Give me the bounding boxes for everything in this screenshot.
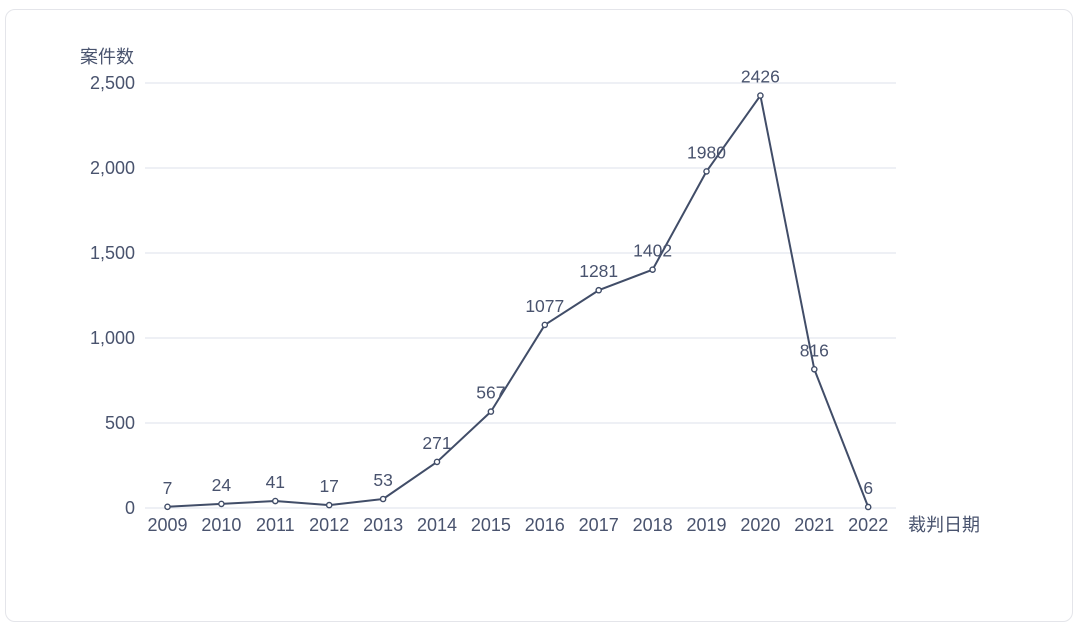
data-label: 1980 [687, 142, 726, 162]
x-tick-label: 2015 [471, 515, 511, 535]
data-point-marker [595, 286, 603, 294]
x-tick-label: 2012 [309, 515, 349, 535]
data-label: 41 [266, 472, 285, 492]
series-line [166, 94, 870, 508]
data-point-marker [811, 365, 818, 373]
y-tick-label: 1,500 [90, 243, 135, 263]
data-point-marker [218, 500, 225, 508]
data-point-marker [379, 495, 387, 503]
series-polyline [166, 94, 870, 508]
x-tick-label: 2009 [147, 515, 187, 535]
x-tick-label: 2017 [579, 515, 619, 535]
data-point-marker [864, 503, 872, 511]
y-axis-title: 案件数 [80, 47, 134, 67]
x-tick-label: 2010 [201, 515, 241, 535]
chart-card [5, 9, 1073, 622]
y-axis-tick-labels: 0 500 1,000 1,500 2,000 2,500 [90, 73, 135, 518]
x-tick-label: 2020 [740, 515, 780, 535]
data-point-marker [325, 501, 333, 509]
data-label: 1281 [579, 261, 618, 281]
data-point-marker [433, 458, 441, 466]
data-point-marker [541, 321, 549, 329]
x-tick-label: 2016 [525, 515, 565, 535]
data-point-marker [487, 408, 495, 415]
gridlines [145, 82, 896, 509]
x-axis-title: 裁判日期 [908, 515, 980, 535]
x-axis-tick-labels: 2009 2010 2011 2012 2013 2014 2015 2016 2017 2018… [147, 515, 888, 535]
data-label: 17 [319, 476, 338, 496]
y-tick-label: 2,500 [90, 73, 135, 93]
data-point-markers [164, 92, 872, 511]
x-tick-label: 2018 [633, 515, 673, 535]
data-label: 53 [373, 470, 392, 490]
y-tick-label: 0 [125, 498, 135, 518]
x-tick-label: 2013 [363, 515, 403, 535]
data-label: 24 [212, 475, 232, 495]
data-label: 1402 [633, 241, 672, 261]
x-tick-label: 2021 [794, 515, 834, 535]
y-tick-label: 2,000 [90, 158, 135, 178]
data-label: 567 [476, 383, 505, 403]
data-point-marker [271, 497, 279, 505]
x-tick-label: 2022 [848, 515, 888, 535]
y-tick-label: 500 [105, 413, 135, 433]
data-point-marker [703, 168, 710, 175]
data-point-marker [164, 503, 171, 511]
data-label: 2426 [741, 67, 780, 87]
data-label: 7 [163, 478, 173, 498]
x-tick-label: 2019 [686, 515, 726, 535]
data-point-marker [649, 266, 656, 273]
y-tick-label: 1,000 [90, 328, 135, 348]
data-label: 271 [422, 433, 451, 453]
data-label: 6 [863, 478, 873, 498]
data-label: 1077 [525, 296, 564, 316]
data-label: 816 [800, 340, 829, 360]
data-labels: 7 24 41 17 53 271 567 1077 1281 1402 1980 2426 816 6 [163, 67, 873, 498]
data-point-marker [757, 92, 764, 99]
x-tick-label: 2011 [256, 515, 295, 535]
x-tick-label: 2014 [417, 515, 457, 535]
